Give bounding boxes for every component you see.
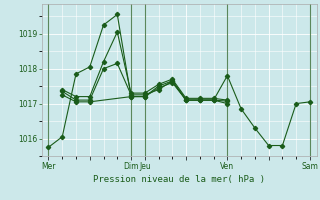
X-axis label: Pression niveau de la mer( hPa ): Pression niveau de la mer( hPa ) [93, 175, 265, 184]
